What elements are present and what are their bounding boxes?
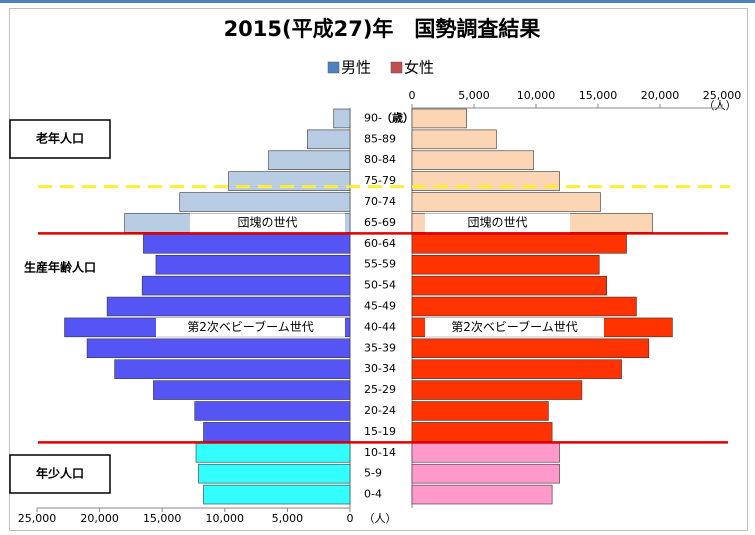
legend-label: 女性 [404, 59, 434, 77]
bar [411, 150, 534, 170]
category-label: 75-79 [364, 174, 396, 187]
x-tick-label: 25,000 [18, 512, 57, 525]
bar [411, 422, 553, 442]
bar [411, 234, 627, 254]
x-tick-label: 10,000 [517, 89, 556, 102]
bar [411, 108, 467, 129]
x-tick-label: 15,000 [579, 89, 618, 102]
group-box [9, 119, 111, 159]
bar [307, 129, 351, 150]
category-label: 65-69 [364, 216, 396, 229]
top-strip [0, 0, 755, 3]
bar [86, 338, 351, 359]
x-tick-label: 20,000 [641, 89, 680, 102]
x-tick-label: 10,000 [206, 512, 245, 525]
generation-label: 第2次ベビーブーム世代 [451, 319, 578, 334]
group-box [9, 454, 111, 494]
category-label: 0-4 [364, 488, 382, 501]
bar [411, 359, 622, 379]
age-unit: （歳） [381, 110, 414, 124]
bar [411, 463, 560, 484]
bar [411, 484, 553, 505]
generation-label: 団塊の世代 [237, 214, 297, 229]
category-label: 85-89 [364, 132, 396, 145]
chart-frame [9, 8, 748, 531]
x-axis-unit: （人） [704, 99, 737, 112]
bar [411, 296, 637, 317]
bar [141, 275, 351, 296]
bar [114, 359, 351, 379]
label-box [425, 317, 604, 337]
bar [194, 401, 351, 421]
bar [411, 380, 583, 400]
bar [411, 254, 600, 275]
label-box [190, 213, 345, 233]
x-axis-unit: （人） [364, 512, 397, 525]
category-label: 40-44 [364, 320, 396, 333]
x-tick-label: 0 [409, 89, 416, 102]
bar [179, 192, 351, 212]
x-tick-label: 0 [347, 512, 354, 525]
generation-label: 第2次ベビーブーム世代 [187, 319, 314, 334]
bar [106, 296, 351, 317]
label-box [425, 213, 570, 233]
bar [198, 463, 351, 484]
chart-title: 2015(平成27)年 国勢調査結果 [224, 17, 541, 41]
category-label: 70-74 [364, 195, 396, 208]
bar [411, 275, 607, 296]
category-label: 15-19 [364, 425, 396, 438]
legend-swatch [390, 61, 403, 74]
bar [411, 401, 549, 421]
group-label: 老年人口 [36, 131, 84, 146]
legend-swatch [327, 61, 340, 74]
legend-label: 男性 [341, 59, 371, 77]
category-label: 30-34 [364, 362, 396, 375]
category-label: 80-84 [364, 153, 396, 166]
label-box [156, 317, 345, 337]
category-label: 50-54 [364, 279, 396, 292]
category-label: 35-39 [364, 341, 396, 354]
x-tick-label: 15,000 [143, 512, 182, 525]
group-label: 年少人口 [36, 466, 84, 481]
bar [203, 422, 351, 442]
bar [333, 108, 351, 129]
bar [411, 443, 560, 463]
generation-label: 団塊の世代 [467, 214, 527, 229]
category-label: 5-9 [364, 467, 382, 480]
bar [153, 380, 351, 400]
category-label: 60-64 [364, 237, 396, 250]
bar [155, 254, 351, 275]
category-label: 25-29 [364, 383, 396, 396]
category-label: 90- [364, 111, 382, 124]
category-label: 45-49 [364, 300, 396, 313]
category-label: 10-14 [364, 446, 396, 459]
category-label: 55-59 [364, 258, 396, 271]
x-tick-label: 20,000 [80, 512, 119, 525]
bar [143, 234, 351, 254]
bar [411, 338, 650, 359]
category-label: 20-24 [364, 404, 396, 417]
bar [203, 484, 351, 505]
bar [268, 150, 351, 170]
group-label: 生産年齢人口 [24, 260, 96, 275]
legend: 男性 女性 [327, 59, 434, 77]
x-tick-label: 25,000 [703, 89, 742, 102]
bar [411, 192, 601, 212]
bar [195, 443, 351, 463]
x-tick-label: 5,000 [458, 89, 490, 102]
bar [411, 129, 497, 150]
x-tick-label: 5,000 [272, 512, 304, 525]
